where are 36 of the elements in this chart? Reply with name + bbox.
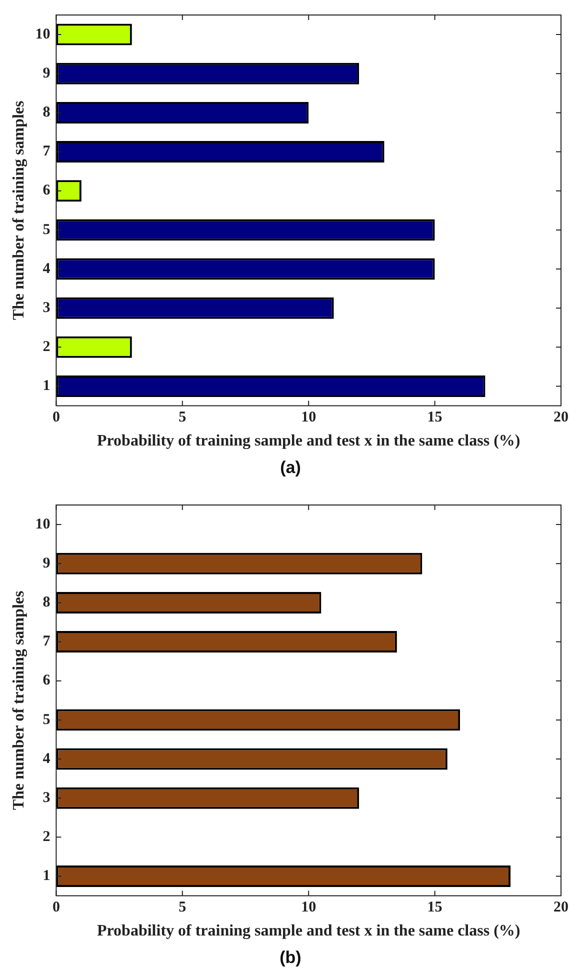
x-tick-label: 5 — [178, 410, 186, 426]
x-tick-label: 0 — [52, 900, 60, 916]
y-axis-title: The number of training samples — [10, 590, 28, 810]
y-tick-label: 8 — [42, 104, 50, 121]
y-tick-label: 3 — [42, 300, 50, 316]
y-tick-label: 1 — [42, 868, 50, 884]
y-tick-label: 4 — [42, 750, 51, 767]
y-tick-label: 6 — [42, 182, 51, 199]
y-axis-title: The number of training samples — [10, 100, 28, 320]
x-tick-label: 15 — [427, 410, 442, 426]
x-tick-label: 5 — [178, 900, 186, 916]
y-tick-label: 7 — [42, 144, 51, 160]
x-tick-label: 20 — [554, 410, 568, 426]
y-tick-label: 9 — [42, 65, 50, 82]
y-tick-label: 3 — [42, 790, 50, 806]
y-tick-label: 1 — [42, 378, 50, 394]
y-tick-label: 10 — [35, 516, 50, 532]
y-tick-label: 7 — [42, 634, 51, 650]
y-tick-label: 4 — [42, 260, 51, 277]
x-tick-label: 20 — [554, 900, 568, 916]
y-tick-label: 2 — [42, 829, 50, 846]
y-tick-label: 5 — [42, 712, 50, 728]
y-tick-label: 9 — [42, 555, 50, 572]
x-tick-label: 10 — [301, 900, 316, 916]
x-tick-label: 10 — [301, 410, 316, 426]
y-tick-label: 2 — [42, 339, 50, 356]
y-tick-label: 10 — [35, 26, 50, 42]
text: (b) — [278, 948, 302, 968]
x-axis-title: Probability of training sample and test x in the same class (%) — [96, 432, 520, 450]
y-tick-label: 5 — [42, 222, 50, 238]
y-tick-label: 6 — [42, 672, 51, 689]
x-axis-title: Probability of training sample and test x in the same class (%) — [96, 922, 520, 940]
x-tick-label: 15 — [427, 900, 442, 916]
y-tick-label: 8 — [42, 594, 50, 611]
x-tick-label: 0 — [52, 410, 60, 426]
text: (a) — [279, 458, 302, 478]
